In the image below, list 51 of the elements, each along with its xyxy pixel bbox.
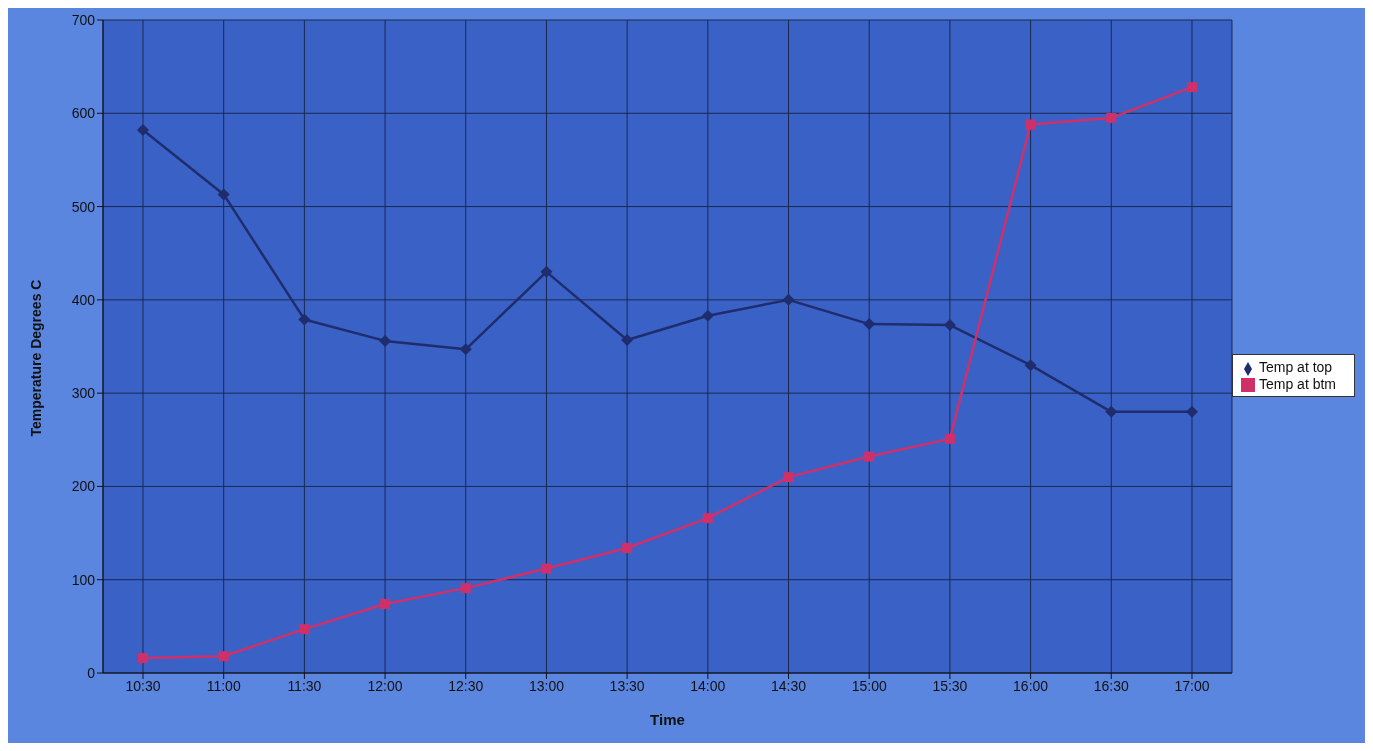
point [541,563,552,574]
y-tick-label: 500 [71,198,96,215]
x-tick-label: 10:30 [125,677,161,694]
point [621,333,634,346]
point [783,472,794,483]
x-tick-label: 15:00 [851,677,887,694]
point [782,293,795,306]
point [1186,82,1197,93]
y-tick-label: 100 [71,571,96,588]
y-tick-label: 700 [71,11,96,28]
point [540,265,553,278]
point [459,343,472,356]
point [864,451,875,462]
x-tick-label: 17:00 [1174,677,1210,694]
y-tick-label: 200 [71,478,96,495]
point [218,651,229,662]
point [1024,359,1037,372]
y-axis-title: Temperature Degrees C [27,279,44,437]
y-tick-label: 300 [71,385,96,402]
x-tick-label: 11:00 [206,677,241,694]
point [1025,119,1036,130]
x-tick-label: 13:00 [528,677,565,694]
point [1106,112,1117,123]
point [138,653,148,664]
point [217,188,230,201]
point [460,583,471,594]
x-tick-label: 16:00 [1013,677,1049,694]
legend-label: Temp at top [1258,359,1333,376]
x-tick-label: 12:30 [448,677,484,694]
x-tick-label: 13:30 [609,677,645,694]
x-axis-title: Time [650,711,685,728]
x-tick-label: 16:30 [1093,677,1129,694]
point [299,624,310,635]
point [1105,405,1118,418]
x-tick-label: 15:30 [932,677,968,694]
y-tick-label: 400 [71,291,96,308]
point [944,433,955,444]
point [137,124,149,137]
x-tick-label: 12:00 [367,677,403,694]
x-tick-label: 14:00 [690,677,726,694]
point [701,309,714,322]
y-tick-label: 0 [87,664,96,681]
y-tick-label: 600 [71,105,96,122]
point [622,543,633,553]
legend-label: Temp at btm [1258,375,1336,392]
point [298,313,311,326]
point [379,334,392,347]
point [702,513,713,524]
x-tick-label: 11:30 [287,677,322,694]
point [380,598,391,609]
x-tick-label: 14:30 [771,677,807,694]
